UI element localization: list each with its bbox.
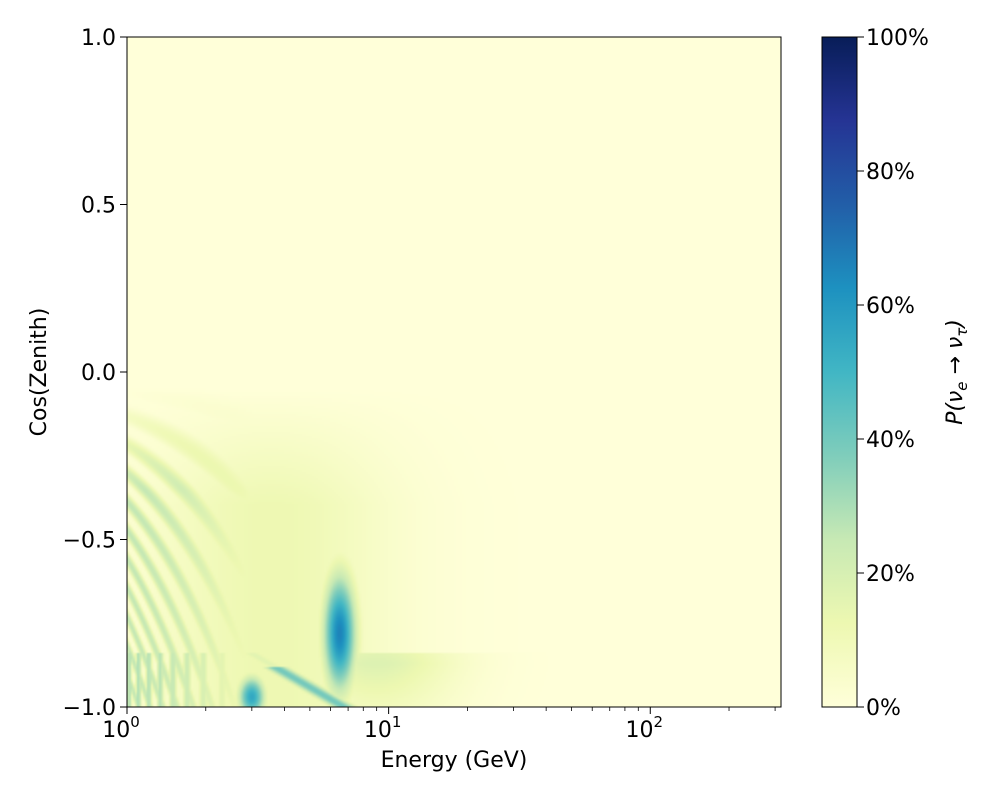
x-tick-label: 100 [102,713,140,743]
y-tick-label: −0.5 [63,529,116,554]
x-tick-label: 101 [364,713,402,743]
colorbar-tick-label: 40% [866,428,915,453]
colorbar-tick-label: 80% [866,160,915,185]
colorbar-tick-label: 60% [866,294,915,319]
x-axis: 100 101 102 [102,707,776,743]
colorbar-ticks: 0% 20% 40% 60% 80% 100% [857,26,929,721]
y-tick-label: 0.0 [81,361,116,386]
colorbar-tick-label: 0% [866,696,901,721]
plot-area [126,36,782,708]
x-tick-label: 102 [625,713,663,743]
colorbar-label: P(νe → ντ) [943,319,971,425]
colorbar: 0% 20% 40% 60% 80% 100% P(νe → ντ) [821,26,971,721]
colorbar-tick-label: 100% [866,26,929,51]
x-axis-label: Energy (GeV) [381,748,528,773]
probability-heatmap [127,37,781,707]
y-axis: 1.0 0.5 0.0 −0.5 −1.0 [63,26,127,721]
y-tick-label: −1.0 [63,696,116,721]
y-tick-label: 0.5 [81,194,116,219]
colorbar-gradient [821,36,858,708]
y-axis-label: Cos(Zenith) [27,308,52,437]
y-tick-label: 1.0 [81,26,116,51]
colorbar-tick-label: 20% [866,562,915,587]
